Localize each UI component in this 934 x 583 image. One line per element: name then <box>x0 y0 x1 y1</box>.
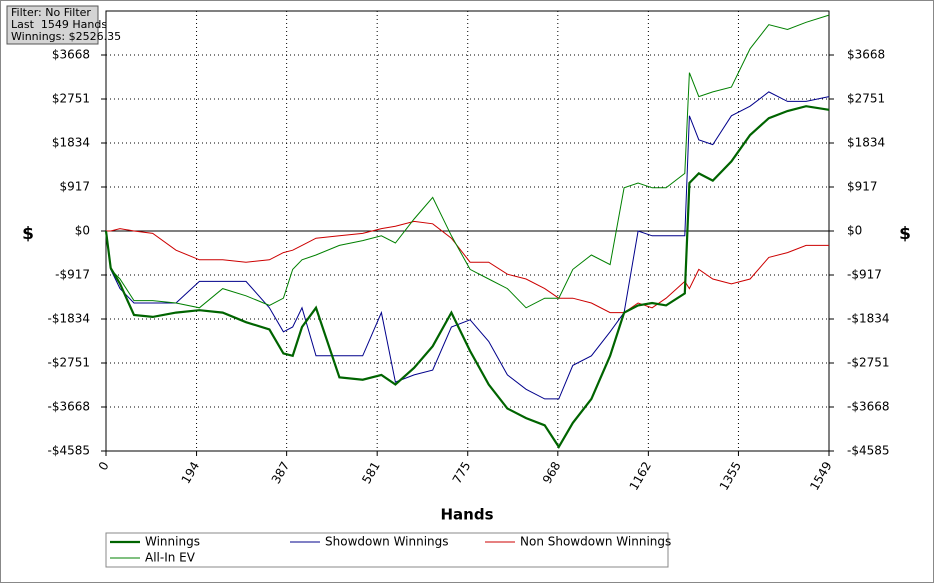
y-tick-label-right: -$4585 <box>847 444 890 458</box>
y-tick-label: $917 <box>59 180 90 194</box>
legend <box>105 532 669 568</box>
legend-label: All-In EV <box>145 551 196 565</box>
legend-label: Showdown Winnings <box>325 535 449 549</box>
y-tick-label-right: $0 <box>847 224 862 238</box>
y-tick-label: -$4585 <box>47 444 90 458</box>
legend-label: Non Showdown Winnings <box>520 535 671 549</box>
y-tick-label: $3668 <box>52 48 90 62</box>
y-tick-label-right: $2751 <box>847 92 885 106</box>
y-tick-label-right: -$3668 <box>847 400 890 414</box>
y-tick-label: -$917 <box>55 268 90 282</box>
y-tick-label: $2751 <box>52 92 90 106</box>
info-hands: Last 1549 Hands <box>11 18 107 31</box>
series-line <box>106 220 829 314</box>
series-line <box>105 91 830 400</box>
y-tick-label: $1834 <box>52 136 90 150</box>
y-tick-label-right: -$917 <box>847 268 882 282</box>
y-tick-label-right: $1834 <box>847 136 885 150</box>
y-tick-label: $0 <box>75 224 90 238</box>
series-line <box>104 105 830 449</box>
y-tick-label-right: -$1834 <box>847 312 890 326</box>
y-tick-label-right: $3668 <box>847 48 885 62</box>
legend-label: Winnings <box>145 535 200 549</box>
x-axis-label: Hands <box>440 506 493 524</box>
info-box <box>6 5 99 45</box>
y-tick-label: -$2751 <box>47 356 90 370</box>
info-winnings: Winnings: $2526.35 <box>11 30 121 43</box>
info-filter: Filter: No Filter <box>11 6 91 19</box>
y-axis-label: $ <box>22 224 34 244</box>
y-tick-label-right: -$2751 <box>847 356 890 370</box>
y-tick-label: -$3668 <box>47 400 90 414</box>
series-line <box>105 14 830 309</box>
y-tick-label: -$1834 <box>47 312 90 326</box>
y-tick-label-right: $917 <box>847 180 878 194</box>
y-axis-label-right: $ <box>899 224 911 244</box>
